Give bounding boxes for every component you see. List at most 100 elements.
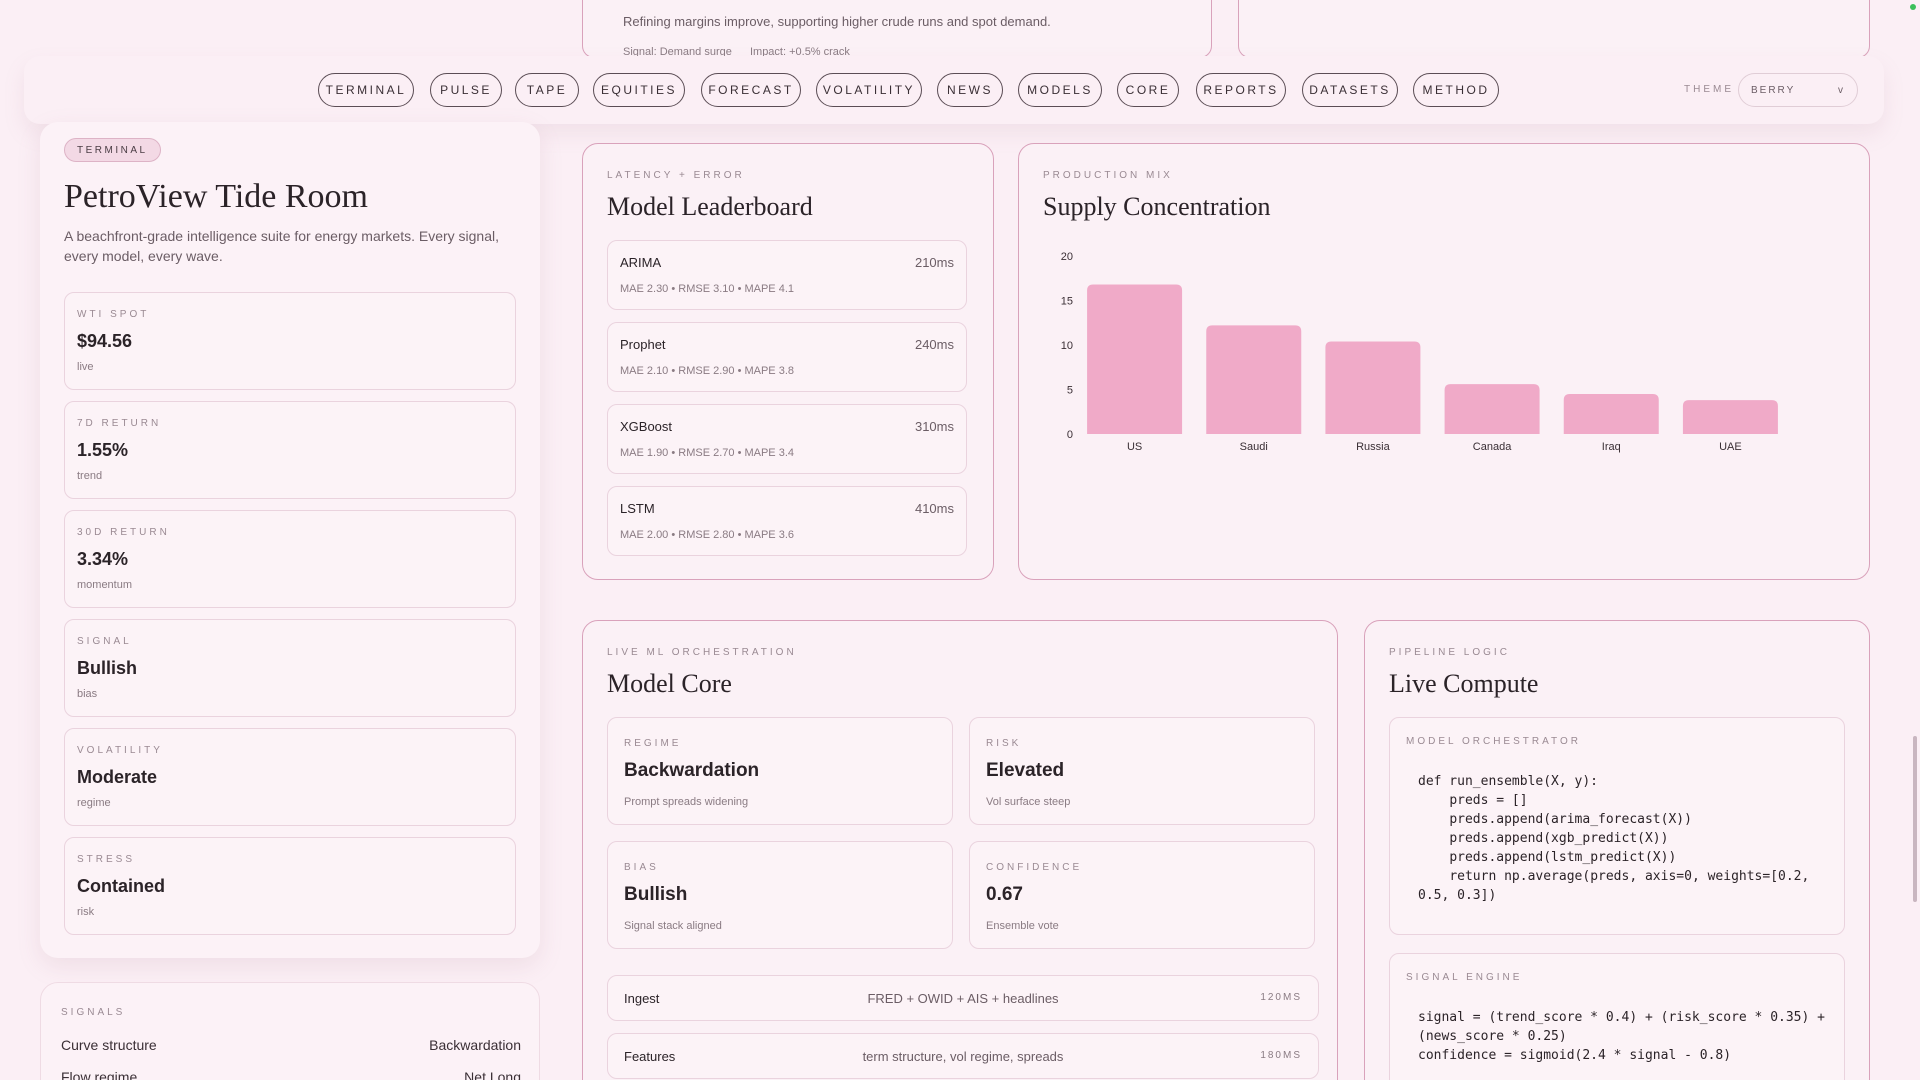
- news-card-impact: Impact: +0.5% crack: [749, 46, 850, 58]
- chevron-down-icon: v: [1838, 84, 1845, 96]
- nav-tab-method[interactable]: METHOD: [1413, 73, 1499, 107]
- y-tick-label: 15: [1061, 296, 1073, 308]
- sidebar-terminal: TERMINAL PetroView Tide Room A beachfron…: [40, 122, 540, 958]
- top-navbar: TERMINAL PULSE TAPE EQUITIES FORECAST VOLATIL…: [24, 56, 1884, 124]
- supply-panel: PRODUCTION MIX Supply Concentration 0 5 10…: [1018, 143, 1870, 580]
- model-latency: 210ms: [914, 255, 954, 270]
- nav-tab-volatility[interactable]: VOLATILITY: [816, 73, 922, 107]
- stat-card: STRESS Contained risk: [64, 837, 516, 935]
- nav-tab-models[interactable]: MODELS: [1018, 73, 1102, 107]
- model-name: XGBoost: [620, 419, 673, 434]
- pipeline-stage: Features: [624, 1049, 676, 1064]
- bar-russia[interactable]: [1325, 341, 1421, 434]
- leaderboard-item[interactable]: XGBoost 310ms MAE 1.90 • RMSE 2.70 • MAPE …: [607, 404, 967, 474]
- model-name: Prophet: [620, 337, 666, 352]
- signal-row: Flow regime Net Long: [61, 1069, 521, 1080]
- x-tick-label: Saudi: [1240, 441, 1268, 453]
- scrollbar-thumb[interactable]: [1913, 736, 1917, 902]
- stat-value: Moderate: [77, 767, 158, 787]
- bar-canada[interactable]: [1444, 384, 1540, 434]
- stat-value: $94.56: [77, 331, 133, 351]
- model-metrics: MAE 1.90 • RMSE 2.70 • MAPE 3.4: [620, 447, 794, 459]
- stat-label: 7D RETURN: [77, 418, 162, 429]
- stat-caption: bias: [77, 688, 98, 700]
- stat-card: VOLATILITY Moderate regime: [64, 728, 516, 826]
- stat-caption: risk: [77, 906, 95, 918]
- leaderboard-title: Model Leaderboard: [607, 192, 813, 221]
- stat-caption: trend: [77, 470, 103, 482]
- theme-select[interactable]: BERRY v: [1738, 73, 1858, 107]
- nav-tab-news[interactable]: NEWS: [937, 73, 1003, 107]
- pipeline-row: FRED + OWID + AIS + headlines Ingest 120MS: [607, 975, 1319, 1021]
- leaderboard-panel: LATENCY + ERROR Model Leaderboard ARIMA 2…: [582, 143, 994, 580]
- model-core-card: REGIME Backwardation Prompt spreads wideni…: [607, 717, 953, 825]
- live-compute-panel: PIPELINE LOGIC Live Compute MODEL ORCHES…: [1364, 620, 1870, 1080]
- model-core-card-value: Bullish: [624, 884, 688, 905]
- page-title: PetroView Tide Room: [64, 178, 368, 215]
- news-card-peek: Refining margins improve, supporting hig…: [582, 0, 1212, 58]
- signal-row-value: Backwardation: [429, 1037, 521, 1053]
- model-core-card-label: BIAS: [624, 862, 659, 873]
- leaderboard-item[interactable]: LSTM 410ms MAE 2.00 • RMSE 2.80 • MAPE 3.6: [607, 486, 967, 556]
- model-core-card-label: RISK: [986, 738, 1022, 749]
- signal-engine-card: SIGNAL ENGINE signal = (trend_score * 0.…: [1389, 953, 1845, 1080]
- page-scrollbar[interactable]: [1908, 0, 1920, 1080]
- model-core-card-caption: Ensemble vote: [986, 920, 1059, 932]
- stat-label: WTI SPOT: [77, 309, 150, 320]
- leaderboard-item[interactable]: Prophet 240ms MAE 2.10 • RMSE 2.90 • MAPE …: [607, 322, 967, 392]
- model-core-eyebrow: LIVE ML ORCHESTRATION: [607, 647, 797, 658]
- news-card-meta: Signal: Demand surge Impact: +0.5% crack: [623, 46, 850, 58]
- terminal-badge: TERMINAL: [64, 138, 161, 162]
- model-latency: 240ms: [914, 337, 954, 352]
- theme-label: THEME: [1684, 84, 1734, 95]
- pipeline-row: term structure, vol regime, spreads Featu…: [607, 1033, 1319, 1079]
- nav-tab-pulse[interactable]: PULSE: [430, 73, 502, 107]
- stat-value: Bullish: [77, 658, 138, 678]
- page-description: A beachfront-grade intelligence suite fo…: [64, 228, 500, 264]
- bar-iraq[interactable]: [1563, 393, 1659, 434]
- model-metrics: MAE 2.00 • RMSE 2.80 • MAPE 3.6: [620, 529, 794, 541]
- bar-saudi[interactable]: [1206, 325, 1302, 434]
- x-tick-label: US: [1127, 441, 1142, 453]
- x-tick-label: Canada: [1473, 441, 1512, 453]
- model-core-title: Model Core: [607, 669, 732, 698]
- model-latency: 310ms: [914, 419, 954, 434]
- stat-label: VOLATILITY: [77, 745, 163, 756]
- stat-value: Contained: [77, 876, 165, 896]
- signal-row: Curve structure Backwardation: [61, 1037, 521, 1053]
- nav-tab-equities[interactable]: EQUITIES: [593, 73, 685, 107]
- live-compute-eyebrow: PIPELINE LOGIC: [1389, 647, 1510, 658]
- stat-value: 3.34%: [77, 549, 129, 569]
- signal-engine-label: SIGNAL ENGINE: [1406, 972, 1523, 983]
- stat-label: STRESS: [77, 854, 136, 865]
- nav-tab-forecast[interactable]: FORECAST: [701, 73, 801, 107]
- nav-tab-reports[interactable]: REPORTS: [1196, 73, 1286, 107]
- nav-tab-datasets[interactable]: DATASETS: [1302, 73, 1398, 107]
- stat-card: 7D RETURN 1.55% trend: [64, 401, 516, 499]
- nav-tab-core[interactable]: CORE: [1117, 73, 1179, 107]
- signal-engine-code: signal = (trend_score * 0.4) + (risk_sco…: [1418, 1010, 1825, 1063]
- model-metrics: MAE 2.30 • RMSE 3.10 • MAPE 4.1: [620, 283, 794, 295]
- supply-title: Supply Concentration: [1043, 192, 1271, 221]
- stat-card: WTI SPOT $94.56 live: [64, 292, 516, 390]
- y-tick-label: 10: [1061, 340, 1073, 352]
- bar-us[interactable]: [1087, 284, 1183, 434]
- news-card-text: Refining margins improve, supporting hig…: [623, 14, 1051, 29]
- y-tick-label: 5: [1067, 385, 1073, 397]
- bar-uae[interactable]: [1682, 400, 1778, 434]
- live-compute-title: Live Compute: [1389, 669, 1539, 698]
- pipeline-stage: Ingest: [624, 991, 660, 1006]
- stat-label: 30D RETURN: [77, 527, 170, 538]
- news-card-signal: Signal: Demand surge: [623, 46, 732, 58]
- nav-tab-terminal[interactable]: TERMINAL: [318, 73, 414, 107]
- stat-value: 1.55%: [77, 440, 129, 460]
- leaderboard-item[interactable]: ARIMA 210ms MAE 2.30 • RMSE 3.10 • MAPE 4.…: [607, 240, 967, 310]
- signal-row-name: Curve structure: [61, 1037, 157, 1053]
- model-core-card-label: REGIME: [624, 738, 682, 749]
- x-tick-label: Iraq: [1602, 441, 1621, 453]
- model-core-card: RISK Elevated Vol surface steep: [969, 717, 1315, 825]
- supply-bar-chart: 0 5 10 15 20 US Saudi Russia Canada Iraq UAE: [1061, 251, 1778, 453]
- model-core-card-value: Backwardation: [624, 760, 760, 781]
- theme-select-value: BERRY: [1751, 84, 1796, 96]
- nav-tab-tape[interactable]: TAPE: [515, 73, 579, 107]
